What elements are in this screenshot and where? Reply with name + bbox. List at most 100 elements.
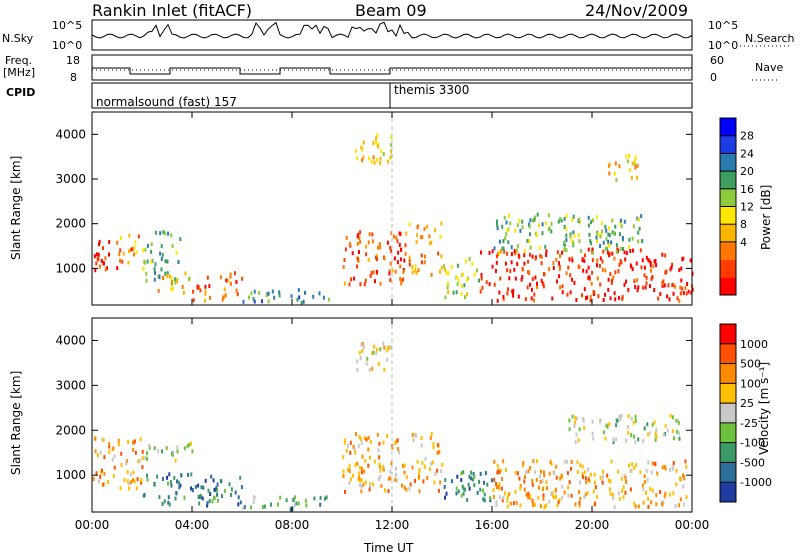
- power-cell-10-88: [539, 246, 541, 250]
- power-cell-6-117: [387, 241, 389, 245]
- velocity-cell-0-27: [108, 442, 110, 446]
- velocity-cell-6-240: [543, 497, 545, 501]
- velocity-cell-4-38: [412, 466, 414, 470]
- power-cell-9-61: [497, 299, 499, 303]
- velocity-cell-7-73: [673, 436, 675, 440]
- velocity-cell-6-243: [559, 477, 561, 481]
- power-cell-9-38: [486, 280, 488, 284]
- velocity-xtick-label-4: 16:00: [475, 518, 510, 532]
- power-cell-9-372: [620, 261, 622, 265]
- velocity-cell-6-266: [647, 478, 649, 482]
- power-cell-10-197: [620, 247, 622, 251]
- power-cell-10-24: [528, 239, 530, 243]
- velocity-cell-4-180: [378, 455, 380, 459]
- power-cell-9-71: [677, 296, 679, 300]
- power-cell-6-64: [393, 235, 395, 239]
- velocity-cell-4-124: [356, 462, 358, 466]
- velocity-cell-6-146: [639, 470, 641, 474]
- velocity-cell-6-225: [676, 469, 678, 473]
- power-cell-10-129: [542, 222, 544, 226]
- velocity-cell-7-101: [592, 437, 594, 441]
- power-cell-1-17: [119, 248, 121, 252]
- velocity-cell-3-25: [295, 501, 297, 505]
- power-cell-10-143: [633, 224, 635, 228]
- velocity-cell-6-301: [519, 487, 521, 491]
- velocity-cell-6-97: [549, 472, 551, 476]
- velocity-cell-6-231: [515, 490, 517, 494]
- velocity-cell-6-223: [513, 501, 515, 505]
- velocity-cell-3-30: [250, 505, 252, 509]
- power-cell-12-13: [629, 168, 631, 172]
- velocity-cell-6-177: [575, 502, 577, 506]
- power-cell-9-183: [492, 265, 494, 269]
- power-cell-8-45: [443, 264, 445, 268]
- power-cell-9-206: [608, 253, 610, 257]
- velocity-cell-6-215: [612, 496, 614, 500]
- power-cell-12-21: [632, 162, 634, 166]
- power-cell-10-184: [499, 240, 501, 244]
- velocity-cell-6-304: [625, 480, 627, 484]
- power-cell-9-306: [619, 263, 621, 267]
- velocity-cell-5-49: [456, 491, 458, 495]
- power-cell-9-229: [541, 279, 543, 283]
- velocity-cell-4-179: [397, 438, 399, 442]
- velocity-cell-1-30: [146, 457, 148, 461]
- velocity-cell-6-193: [543, 493, 545, 497]
- power-cell-10-49: [614, 225, 616, 229]
- velocity-cell-6-227: [644, 480, 646, 484]
- velocity-cell-6-186: [652, 489, 654, 493]
- power-cell-9-341: [543, 284, 545, 288]
- power-cell-8-5: [456, 290, 458, 294]
- velocity-cell-1-17: [172, 450, 174, 454]
- power-cell-9-243: [678, 268, 680, 272]
- power-cell-6-35: [371, 271, 373, 275]
- velocity-cell-3-27: [294, 503, 296, 507]
- power-cell-9-345: [495, 269, 497, 273]
- power-cell-10-25: [588, 216, 590, 220]
- power-cell-4-50: [236, 289, 238, 293]
- power-cell-4-49: [225, 293, 227, 297]
- power-cell-10-136: [589, 239, 591, 243]
- power-ytick-label-3: 4000: [55, 127, 86, 141]
- velocity-cell-5-55: [466, 498, 468, 502]
- power-cell-10-116: [637, 239, 639, 243]
- power-cell-9-213: [637, 288, 639, 292]
- velocity-cell-7-66: [678, 421, 680, 425]
- velocity-cell-4-107: [368, 436, 370, 440]
- power-cell-9-332: [684, 286, 686, 290]
- velocity-cell-6-249: [635, 463, 637, 467]
- velocity-cell-4-106: [361, 467, 363, 471]
- velocity-cell-4-11: [419, 489, 421, 493]
- power-cell-6-3: [353, 277, 355, 281]
- power-cell-9-144: [630, 264, 632, 268]
- velocity-cell-2-93: [170, 480, 172, 484]
- velocity-cell-6-14: [646, 469, 648, 473]
- velocity-cell-0-50: [137, 477, 139, 481]
- velocity-cell-4-187: [361, 478, 363, 482]
- power-cell-6-50: [345, 247, 347, 251]
- power-cell-9-250: [681, 257, 683, 261]
- velocity-ytick-label-2: 3000: [55, 378, 86, 392]
- power-cell-6-4: [344, 258, 346, 262]
- power-cell-9-13: [634, 285, 636, 289]
- power-cell-10-208: [622, 247, 624, 251]
- velocity-cell-6-26: [501, 487, 503, 491]
- velocity-cell-0-0: [141, 465, 143, 469]
- power-cell-9-178: [593, 290, 595, 294]
- power-cell-9-319: [646, 256, 648, 260]
- power-cell-10-149: [607, 233, 609, 237]
- power-cell-6-57: [389, 246, 391, 250]
- power-cell-9-148: [505, 262, 507, 266]
- power-cell-9-314: [590, 295, 592, 299]
- power-ytick-label-1: 2000: [55, 217, 86, 231]
- velocity-cell-2-22: [211, 499, 213, 503]
- power-colorbar-tick-label-6: 4: [740, 236, 747, 249]
- velocity-cell-4-194: [384, 488, 386, 492]
- velocity-cell-7-36: [592, 432, 594, 436]
- power-colorbar-tick-label-2: 20: [740, 165, 754, 178]
- velocity-ytick-label-1: 2000: [55, 423, 86, 437]
- power-cell-1-22: [119, 259, 121, 263]
- velocity-cell-4-134: [361, 441, 363, 445]
- cpid-panel-frame: [92, 83, 692, 108]
- power-cell-10-83: [536, 233, 538, 237]
